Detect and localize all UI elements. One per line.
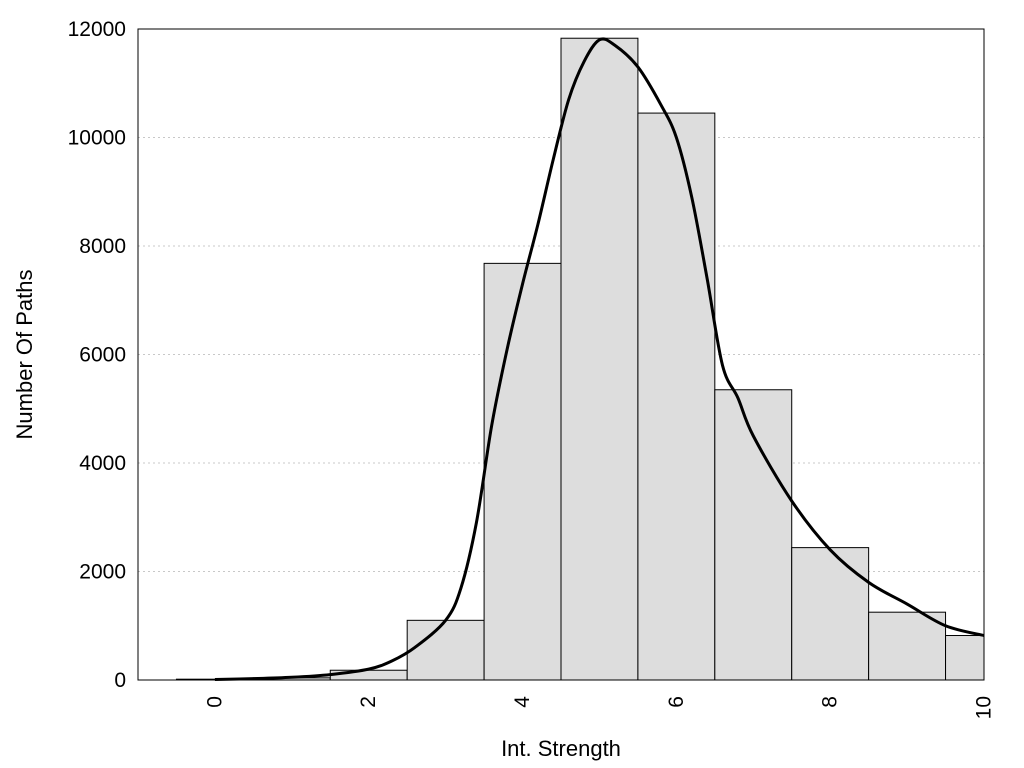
y-tick-label: 0 <box>114 669 126 692</box>
x-axis-title: Int. Strength <box>501 736 621 761</box>
x-axis-ticks: 0 2 4 6 8 10 <box>203 696 995 720</box>
histogram-bar <box>483 262 562 681</box>
density-curve <box>214 37 985 681</box>
histogram-bar <box>637 112 716 681</box>
y-tick-label: 8000 <box>79 235 126 258</box>
x-tick-label: 10 <box>973 696 996 719</box>
histogram-bar <box>945 635 985 681</box>
x-tick-label: 2 <box>357 696 380 708</box>
x-tick-label: 0 <box>203 696 226 708</box>
plot-frame <box>137 28 985 681</box>
histogram-bar <box>560 37 639 681</box>
histogram-bar <box>329 669 408 681</box>
histogram-bar <box>868 611 947 681</box>
histogram-bar <box>791 547 870 681</box>
y-tick-label: 10000 <box>68 127 126 150</box>
y-tick-label: 4000 <box>79 452 126 475</box>
y-axis-ticks: 0 2000 4000 6000 8000 10000 12000 <box>68 18 126 692</box>
bars <box>175 37 985 681</box>
histogram-bar <box>406 619 485 681</box>
y-tick-label: 12000 <box>68 18 126 41</box>
x-tick-label: 4 <box>511 696 534 708</box>
y-tick-label: 6000 <box>79 344 126 367</box>
y-tick-label: 2000 <box>79 561 126 584</box>
y-axis-title: Number Of Paths <box>12 270 37 440</box>
x-tick-label: 6 <box>665 696 688 708</box>
x-tick-label: 8 <box>819 696 842 708</box>
